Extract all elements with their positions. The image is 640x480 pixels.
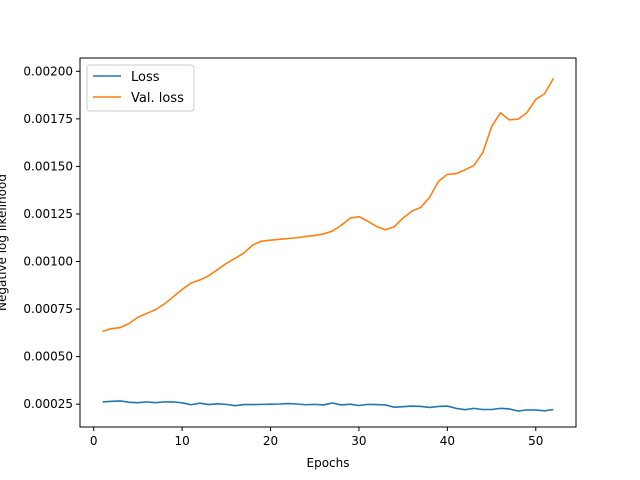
legend-entry: Loss [131, 70, 160, 85]
x-tick-label: 40 [440, 434, 455, 448]
x-tick-label: 30 [351, 434, 366, 448]
y-axis: 0.00025 0.00050 0.00075 0.00100 0.00125 0.001… [23, 64, 80, 411]
legend: Loss Val. loss [86, 64, 195, 112]
y-tick-label: 0.00100 [23, 255, 73, 269]
y-tick-label: 0.00075 [23, 302, 73, 316]
x-axis-label: Epochs [307, 456, 350, 470]
y-tick-label: 0.00175 [23, 112, 73, 126]
series-line-loss [102, 400, 554, 412]
plot-area [102, 77, 555, 412]
y-tick-label: 0.00050 [23, 350, 73, 364]
y-tick-label: 0.00150 [23, 159, 73, 173]
x-tick-label: 10 [174, 434, 189, 448]
x-tick-label: 20 [263, 434, 278, 448]
axes-frame [79, 57, 577, 428]
x-axis: 0 10 20 30 40 50 [90, 427, 543, 448]
y-tick-label: 0.00125 [23, 207, 73, 221]
y-axis-label: Negative log likelihood [0, 174, 9, 311]
legend-entry: Val. loss [131, 91, 184, 106]
x-tick-label: 0 [90, 434, 98, 448]
y-tick-label: 0.00025 [23, 397, 73, 411]
series-line-val-loss [102, 77, 555, 333]
y-tick-label: 0.00200 [23, 64, 73, 78]
x-tick-label: 50 [528, 434, 543, 448]
